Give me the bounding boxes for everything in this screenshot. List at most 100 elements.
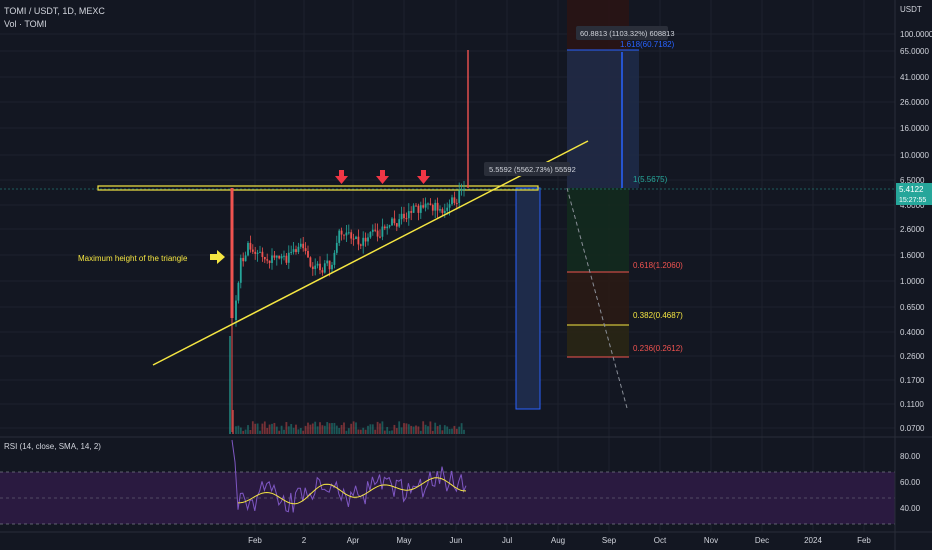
candle (326, 260, 329, 264)
price-tick-label: 0.4000 (900, 328, 925, 337)
volume-bar (299, 427, 302, 434)
candle (242, 257, 245, 262)
price-tick-label: 1.0000 (900, 277, 925, 286)
candle (290, 251, 293, 253)
candle (347, 232, 350, 234)
measure-label-1: 5.5592 (5562.73%) 55592 (489, 165, 576, 174)
volume-bar (323, 425, 326, 434)
volume-bar (419, 430, 422, 434)
volume-bar (362, 427, 365, 434)
fib-0382-label: 0.382(0.4687) (633, 311, 683, 320)
fib-dashed (566, 187, 628, 409)
volume-title: Vol · TOMI (4, 19, 47, 29)
fib-0618-label: 0.618(1.2060) (633, 261, 683, 270)
volume-bar (393, 424, 396, 434)
volume-bar (383, 430, 386, 434)
date-tick-label: May (396, 536, 411, 545)
candle (403, 213, 405, 219)
date-axis[interactable]: Feb 2 Apr May Jun Jul Aug Sep Oct Nov Dec 2024 Feb (248, 536, 871, 545)
candle (251, 249, 254, 252)
candle (244, 255, 247, 262)
measure-label-2-bg (576, 26, 668, 40)
volume-bar (235, 426, 237, 434)
candle (338, 230, 341, 243)
measure-label-2: 60.8813 (1103.32%) 608813 (580, 29, 675, 38)
candle (388, 225, 391, 227)
fib-zone-red (567, 272, 629, 325)
rsi-axis: 80.00 60.00 40.00 (900, 452, 921, 513)
price-tick-label: 0.6500 (900, 303, 925, 312)
volume-bar (335, 425, 338, 434)
candle (415, 205, 417, 207)
candle (376, 230, 379, 237)
volume-bar (429, 421, 432, 434)
date-tick-label: Aug (551, 536, 565, 545)
candle (263, 256, 266, 260)
candle (331, 264, 333, 270)
candle (371, 229, 374, 232)
candle (393, 218, 396, 224)
volume-bar (302, 430, 305, 434)
volume-bar (417, 426, 420, 434)
volume-bar (278, 430, 281, 434)
candle (280, 256, 283, 259)
volume-bar (364, 429, 367, 434)
candle (446, 207, 449, 211)
volume-bar (446, 426, 449, 434)
volume-bar (352, 421, 355, 434)
volume-bar (379, 423, 381, 434)
date-tick-label: 2 (302, 536, 307, 545)
volume-bar (463, 429, 465, 434)
candle (400, 213, 403, 220)
volume-bar (367, 425, 369, 434)
currency-label: USDT (900, 5, 922, 14)
candle (247, 242, 249, 256)
volume-bar (343, 422, 345, 434)
volume-bar (410, 425, 413, 434)
volume-bar (251, 421, 254, 434)
candle (328, 260, 331, 270)
candle (321, 270, 324, 273)
candle (295, 249, 297, 253)
candle (323, 263, 326, 273)
candle (314, 265, 317, 270)
volume-bar (388, 430, 391, 434)
volume-bar (455, 428, 458, 434)
candle (261, 251, 264, 257)
rsi-sma-line (237, 477, 466, 505)
candle (463, 188, 465, 190)
rsi-tick-label: 60.00 (900, 478, 921, 487)
candle (297, 246, 300, 253)
candle (427, 203, 429, 205)
candle (436, 202, 439, 211)
volume-bar (415, 425, 417, 434)
measure-label-1-bg (484, 162, 570, 176)
volume-bar (400, 427, 403, 434)
volume-bar (259, 430, 261, 434)
grid (0, 0, 895, 532)
price-axis[interactable]: 100.0000 65.0000 41.0000 26.0000 16.0000 10.0… (900, 30, 932, 433)
candle (453, 197, 456, 203)
candle (431, 204, 434, 211)
fib-zone-yellow (567, 325, 629, 357)
volume-bars (229, 336, 465, 434)
candle (340, 230, 343, 235)
candle (239, 257, 242, 283)
arrow-down-icon (417, 170, 430, 184)
volume-bar (434, 422, 437, 434)
volume-bar (395, 428, 398, 434)
last-price-tag (896, 183, 932, 205)
volume-bar (309, 424, 312, 434)
candle (237, 282, 240, 301)
volume-bar (391, 430, 393, 434)
candle (235, 300, 237, 320)
volume-bar (247, 425, 249, 434)
volume-bar (290, 424, 293, 434)
date-tick-label: Jul (502, 536, 512, 545)
candle (307, 251, 309, 258)
volume-bar (256, 423, 259, 434)
candle (350, 232, 353, 239)
volume-bar (340, 425, 343, 434)
volume-bar (319, 422, 321, 434)
